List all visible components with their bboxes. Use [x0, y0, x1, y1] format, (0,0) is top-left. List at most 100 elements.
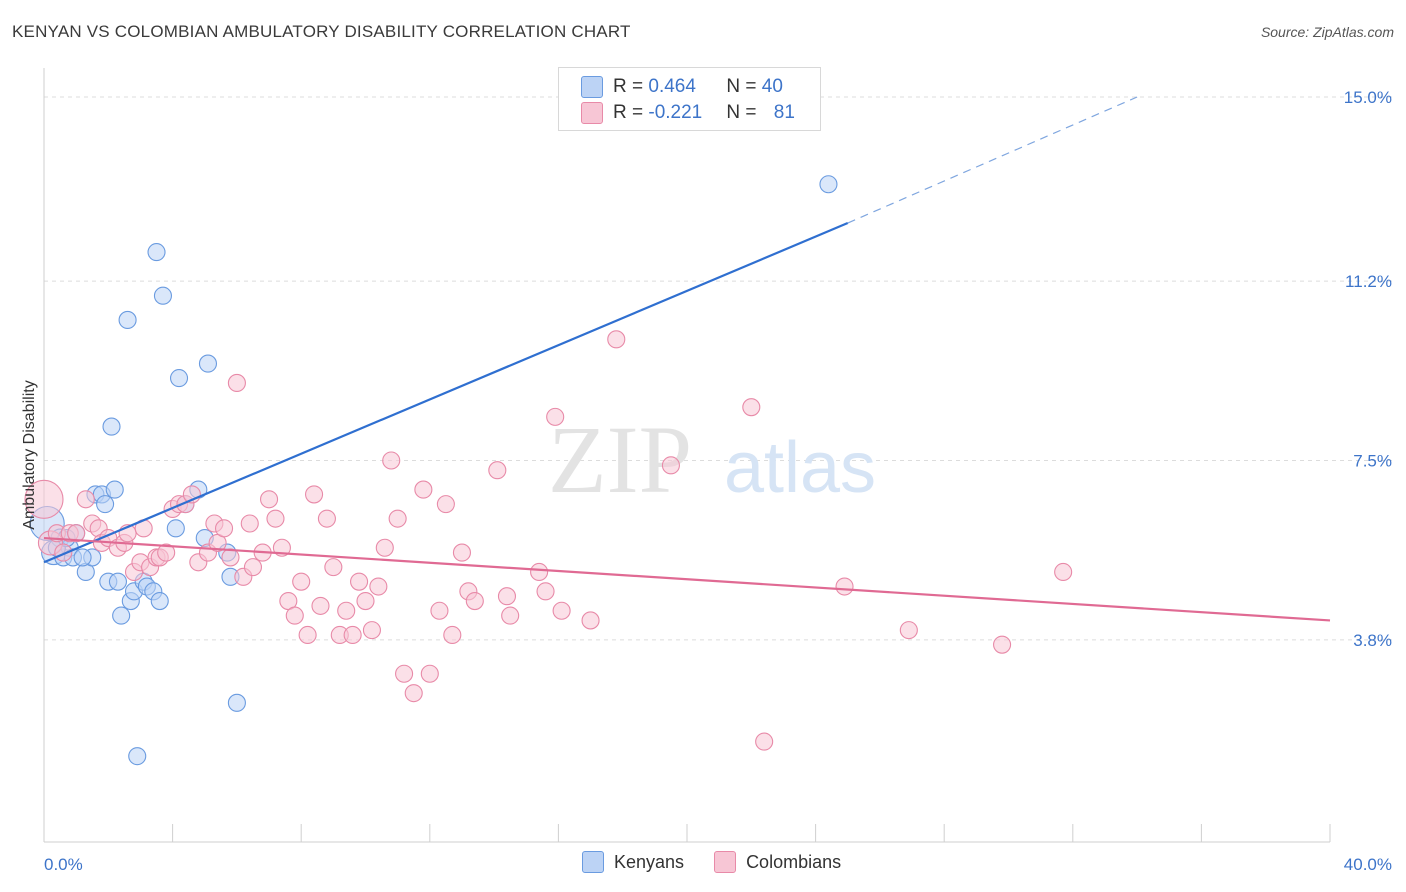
- legend-r-label: R =: [613, 76, 649, 97]
- kenyan-point: [112, 606, 131, 625]
- kenyan-point: [147, 243, 166, 262]
- colombians-points: [24, 330, 1073, 751]
- colombians-n-value: 81: [773, 102, 795, 123]
- colombian-point: [221, 548, 240, 567]
- kenyan-point: [169, 369, 189, 388]
- colombian-point: [899, 621, 918, 640]
- kenyan-point: [150, 592, 169, 611]
- colombian-point: [552, 601, 571, 620]
- y-tick-label: 7.5%: [1353, 452, 1392, 471]
- y-tick-label: 3.8%: [1353, 631, 1392, 650]
- colombian-point: [356, 592, 375, 611]
- gridlines: 3.8% 7.5% 11.2% 15.0%: [44, 88, 1392, 650]
- stats-legend: R = 0.464 N = 40 R = -0.221 N = 81: [558, 67, 821, 131]
- colombian-point: [285, 606, 304, 625]
- watermark: ZIP atlas: [548, 406, 876, 513]
- colombian-point: [388, 509, 407, 528]
- colombian-point: [157, 543, 176, 562]
- kenyan-point: [118, 310, 137, 329]
- trend-lines: [43, 96, 1331, 622]
- kenyans-r-value: 0.464: [648, 76, 696, 97]
- y-tick-label: 11.2%: [1345, 272, 1392, 291]
- kenyan-point: [227, 693, 246, 712]
- colombian-point: [414, 480, 433, 499]
- legend-item-colombians: Colombians: [714, 851, 841, 873]
- colombians-legend-label: Colombians: [746, 851, 842, 872]
- colombian-point: [530, 562, 549, 582]
- colombian-point: [488, 461, 507, 480]
- colombians-swatch: [581, 102, 603, 124]
- colombian-point: [382, 451, 401, 470]
- kenyans-trend-line: [43, 221, 849, 564]
- legend-n-label: N =: [726, 76, 762, 97]
- colombian-point: [375, 538, 394, 557]
- colombian-point: [546, 407, 565, 426]
- y-tick-label: 15.0%: [1344, 88, 1392, 107]
- source-label: Source: ZipAtlas.com: [1260, 24, 1394, 40]
- kenyan-point: [819, 175, 838, 194]
- colombian-point: [67, 524, 86, 543]
- colombian-point: [755, 732, 774, 751]
- colombian-point: [311, 596, 330, 615]
- legend-row-kenyans: R = 0.464 N = 40: [581, 75, 783, 99]
- x-tick-label: 40.0%: [1344, 855, 1392, 874]
- kenyan-point: [96, 495, 115, 514]
- colombian-point: [581, 611, 600, 630]
- colombians-trend-line: [43, 536, 1331, 622]
- colombian-point: [607, 330, 626, 349]
- y-axis-label: Ambulatory Disability: [21, 380, 38, 529]
- colombian-point: [1054, 562, 1073, 582]
- kenyan-point: [73, 548, 92, 567]
- colombian-point: [259, 490, 279, 509]
- colombian-point: [350, 572, 369, 591]
- kenyan-point: [128, 747, 147, 766]
- colombian-point: [305, 485, 324, 504]
- colombian-point: [661, 456, 680, 475]
- colombian-point: [24, 479, 64, 519]
- colombian-point: [465, 592, 484, 611]
- colombian-point: [227, 373, 246, 393]
- colombian-point: [536, 582, 555, 601]
- kenyans-legend-swatch: [582, 851, 604, 873]
- colombian-point: [76, 490, 95, 509]
- axes: 0.0% 40.0%: [43, 68, 1392, 874]
- legend-row-colombians: R = -0.221 N = 81: [581, 101, 795, 125]
- chart-title: KENYAN VS COLOMBIAN AMBULATORY DISABILIT…: [12, 22, 631, 41]
- kenyans-trend-extension: [847, 96, 1138, 224]
- kenyans-n-value: 40: [761, 76, 783, 97]
- colombian-point: [240, 514, 259, 533]
- colombian-point: [452, 543, 472, 562]
- colombian-point: [317, 509, 336, 528]
- series-legend: Kenyans Colombians: [582, 851, 871, 873]
- colombian-point: [343, 625, 362, 645]
- colombian-point: [243, 558, 263, 577]
- colombian-point: [214, 519, 234, 538]
- colombian-point: [404, 684, 423, 703]
- colombian-point: [298, 625, 317, 645]
- colombian-point: [993, 635, 1012, 654]
- kenyans-legend-label: Kenyans: [614, 851, 685, 872]
- colombians-r-value: -0.221: [648, 102, 703, 123]
- colombian-point: [430, 601, 449, 620]
- kenyan-point: [166, 519, 185, 538]
- colombian-point: [443, 625, 462, 645]
- colombian-point: [497, 587, 517, 606]
- colombians-legend-swatch: [714, 851, 737, 873]
- kenyan-point: [153, 286, 173, 305]
- kenyan-point: [198, 354, 218, 373]
- colombian-point: [501, 606, 520, 625]
- kenyan-point: [108, 572, 127, 591]
- colombian-point: [420, 664, 439, 683]
- colombian-point: [324, 558, 343, 577]
- legend-item-kenyans: Kenyans: [582, 851, 684, 873]
- colombian-point: [436, 495, 455, 514]
- colombian-point: [395, 664, 414, 683]
- x-tick-label: 0.0%: [44, 855, 83, 874]
- colombian-point: [362, 621, 381, 640]
- kenyan-point: [105, 480, 124, 499]
- kenyan-point: [102, 417, 121, 436]
- kenyans-swatch: [581, 76, 603, 98]
- watermark-atlas: atlas: [724, 428, 876, 508]
- legend-n-label: N =: [726, 102, 762, 123]
